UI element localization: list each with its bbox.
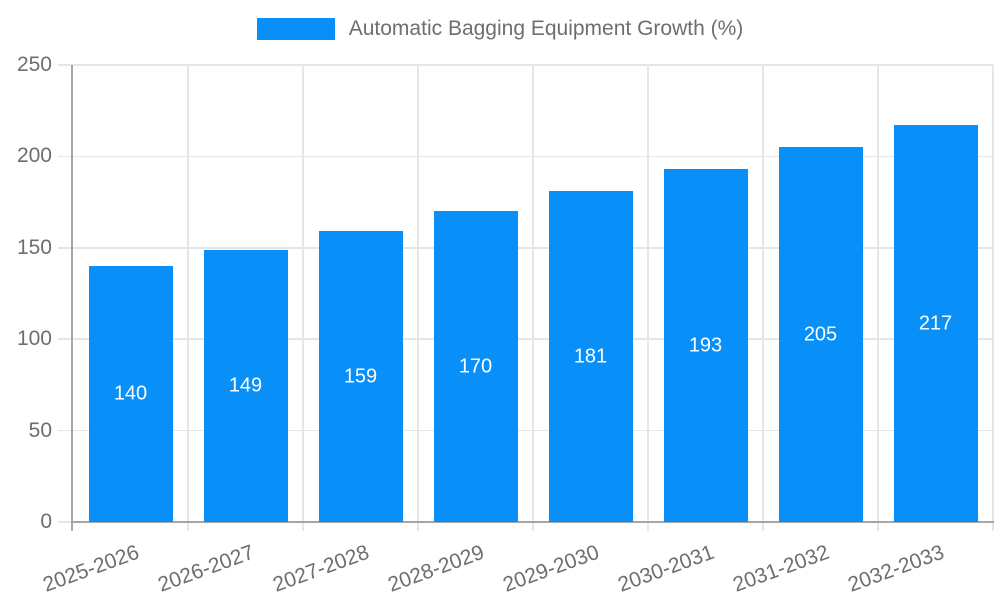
x-gridline [647, 65, 649, 531]
y-axis-tick [58, 521, 73, 523]
bar [88, 266, 173, 522]
bar [203, 249, 288, 522]
bar-value-label: 181 [573, 345, 608, 368]
x-gridline [992, 65, 994, 531]
x-tick-label: 2032-2033 [845, 540, 948, 597]
x-gridline [762, 65, 764, 531]
x-axis-line [71, 521, 994, 523]
legend-swatch [256, 18, 335, 40]
y-tick-label: 100 [16, 327, 52, 351]
x-tick-label: 2028-2029 [385, 540, 488, 597]
y-tick-label: 50 [28, 418, 52, 442]
legend-item[interactable]: Automatic Bagging Equipment Growth (%) [0, 17, 1000, 41]
x-gridline [187, 65, 189, 531]
x-tick-label: 2031-2032 [730, 540, 833, 597]
x-gridline [532, 65, 534, 531]
x-tick-label: 2029-2030 [500, 540, 603, 597]
bar-value-label: 217 [918, 312, 953, 335]
y-gridline [58, 64, 993, 66]
bar-value-label: 149 [228, 374, 263, 397]
y-tick-label: 250 [16, 53, 52, 76]
bar [318, 231, 403, 522]
y-gridline [58, 338, 993, 340]
y-tick-label: 150 [16, 235, 52, 259]
x-tick-label: 2025-2026 [40, 540, 143, 597]
y-axis-line [71, 65, 73, 531]
y-gridline [58, 155, 993, 158]
y-gridline [58, 247, 993, 249]
x-gridline [302, 65, 304, 531]
bar [433, 211, 518, 522]
x-tick-label: 2026-2027 [155, 540, 258, 597]
x-gridline [877, 65, 879, 531]
bar [778, 147, 863, 522]
legend-label: Automatic Bagging Equipment Growth (%) [348, 17, 744, 40]
x-tick-label: 2027-2028 [270, 540, 373, 597]
bar-value-label: 140 [113, 382, 148, 405]
bar-value-label: 193 [688, 334, 723, 357]
bar [548, 191, 633, 522]
y-tick-label: 200 [16, 144, 52, 168]
x-gridline [417, 65, 419, 531]
bar [663, 169, 748, 522]
y-gridline [58, 429, 993, 432]
bar-value-label: 170 [458, 355, 493, 378]
bar [893, 125, 978, 522]
bar-value-label: 159 [343, 365, 378, 388]
bar-value-label: 205 [803, 323, 838, 346]
y-tick-label: 0 [40, 510, 52, 533]
x-tick-label: 2030-2031 [615, 540, 718, 597]
